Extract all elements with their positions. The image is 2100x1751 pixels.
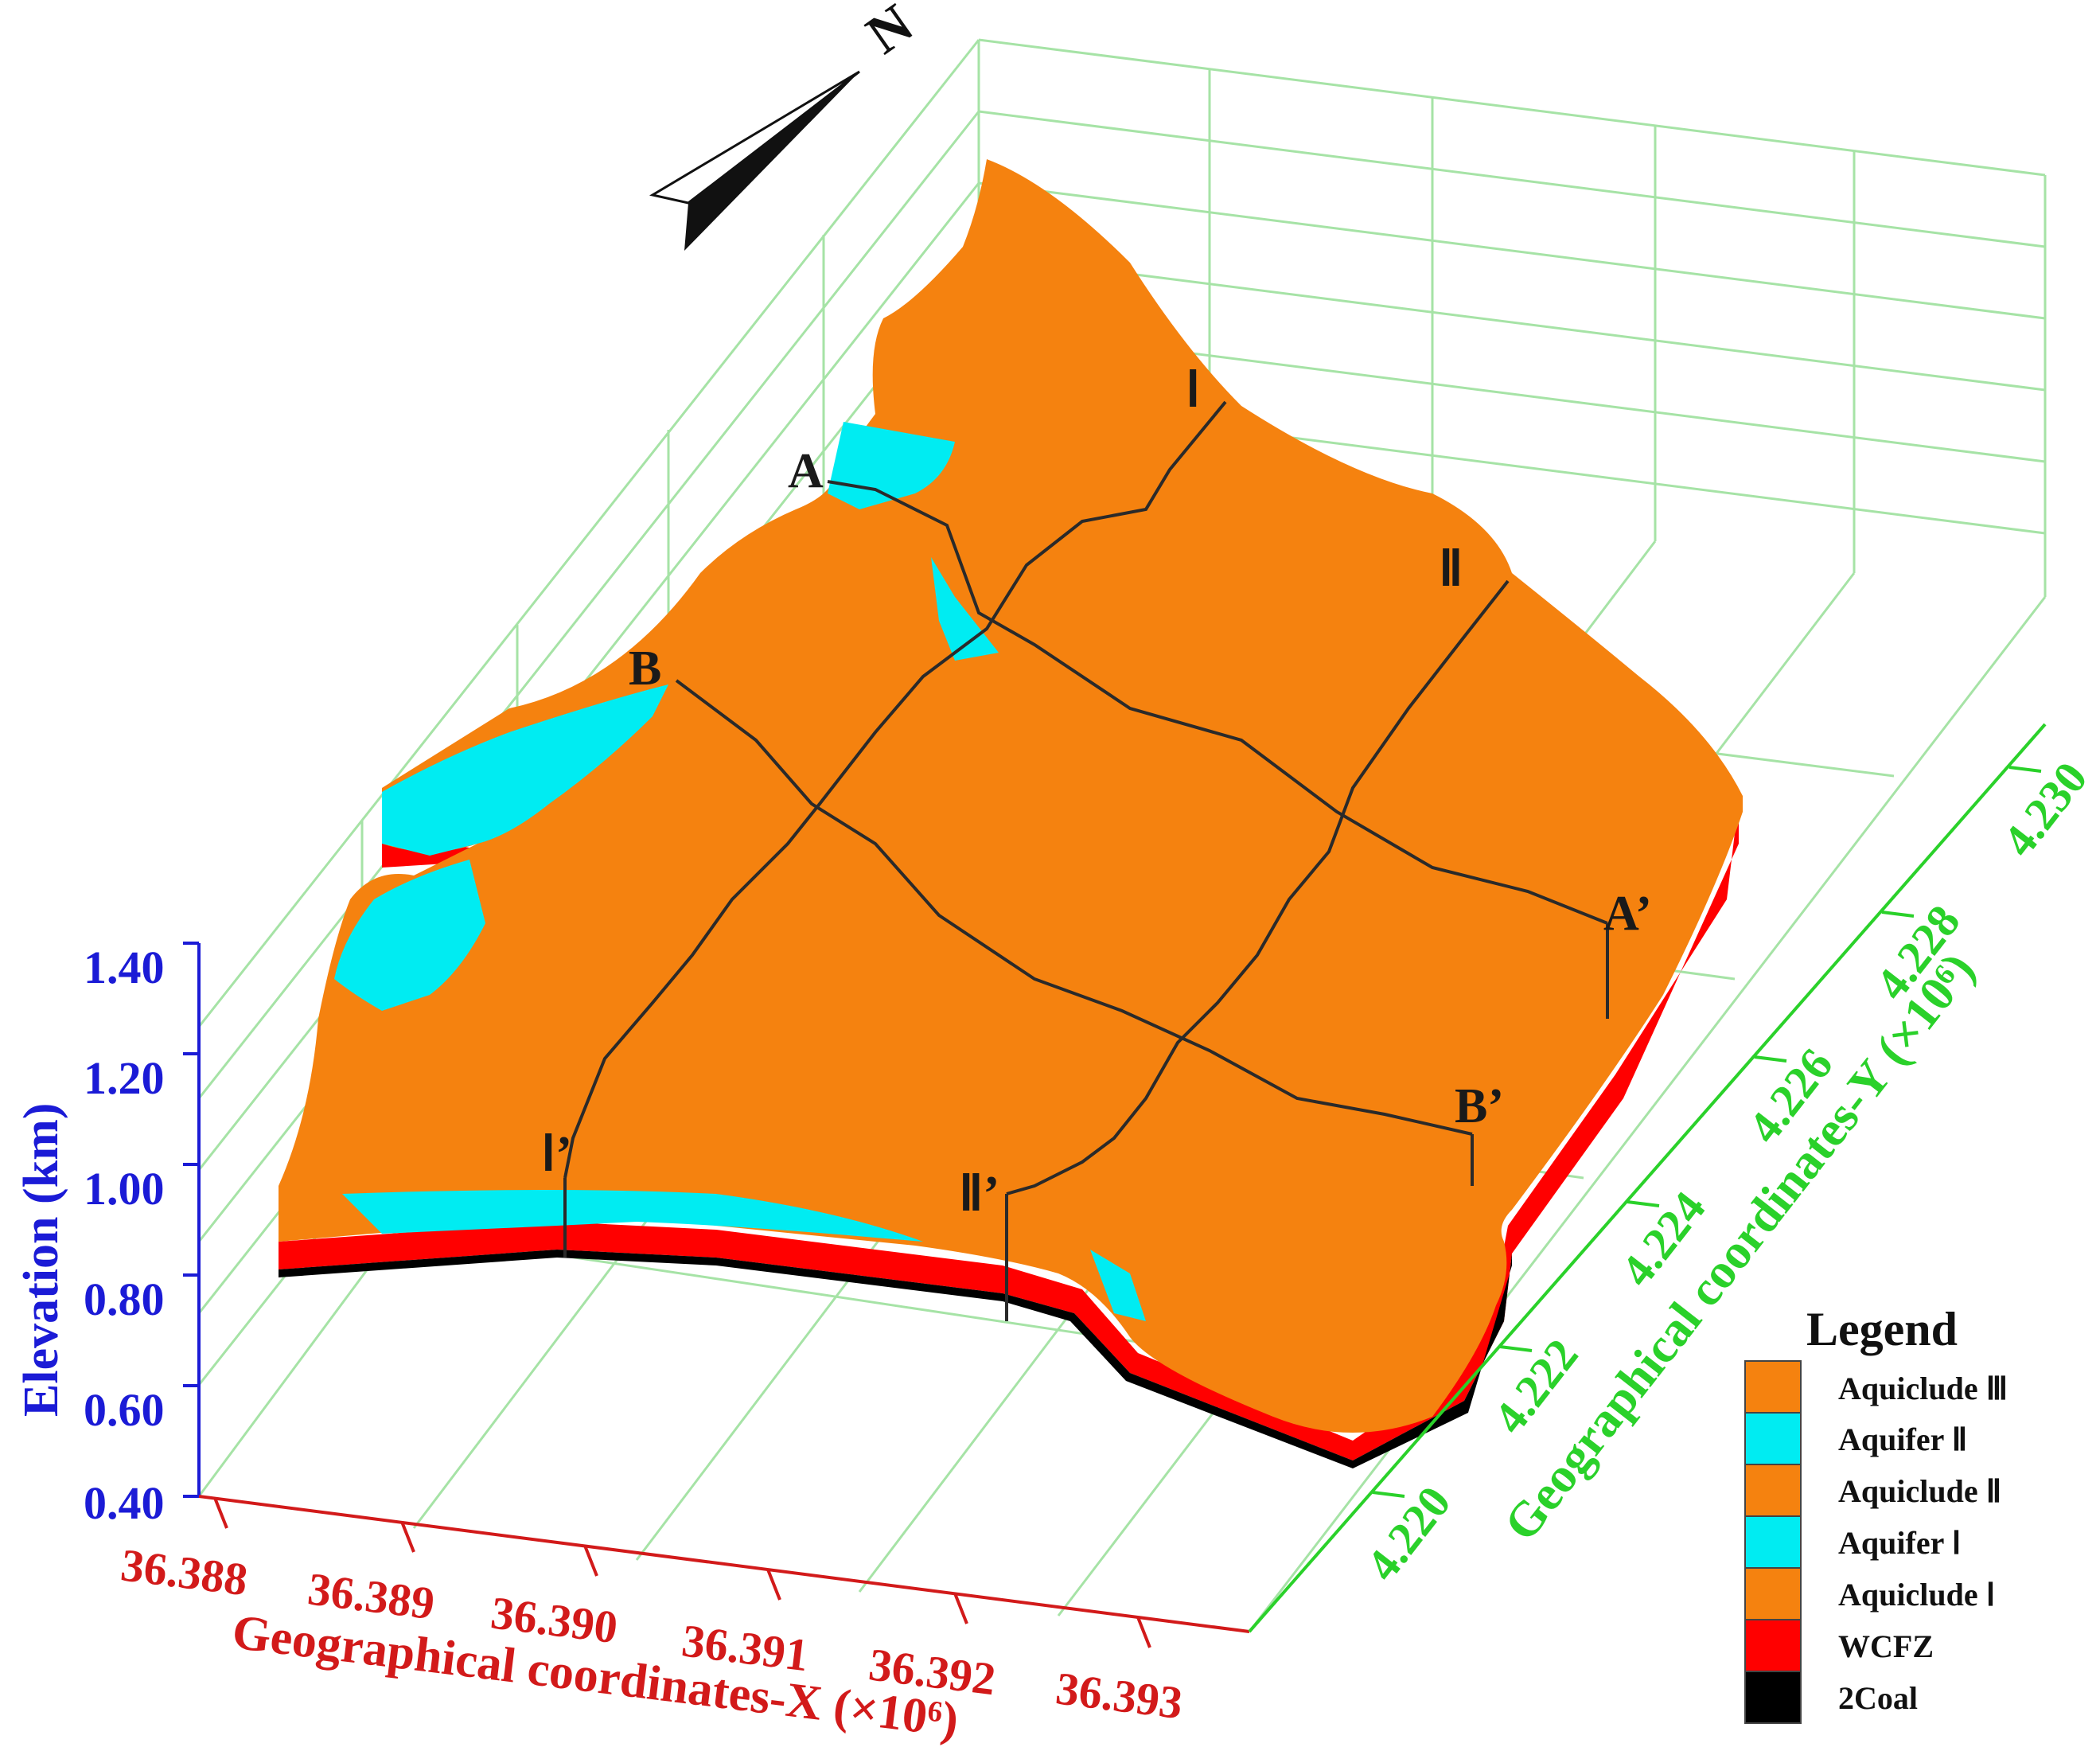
aquifer-patch-left-lower [334, 860, 485, 1011]
section-line-a [827, 480, 1608, 925]
section-label-a: A [788, 444, 824, 498]
x-axis: 36.388 36.389 36.390 36.391 36.392 36.39… [118, 1495, 1250, 1748]
aquifer-patch-bottom-right [1090, 1250, 1146, 1321]
section-line-ii [1006, 579, 1510, 1195]
aquifer-patch-bottom [342, 1190, 923, 1242]
legend-label-wcfz: WCFZ [1838, 1628, 1934, 1664]
elevation-axis: 1.40 1.20 1.00 0.80 0.60 0.40 Elevation … [14, 942, 201, 1529]
legend: Legend Aquiclude Ⅲ Aquifer Ⅱ Aquiclude Ⅱ… [1744, 1303, 2008, 1724]
section-label-ii: Ⅱ [1439, 542, 1463, 596]
legend-label-aquiclude-ii: Aquiclude Ⅱ [1838, 1473, 2001, 1509]
legend-swatch-aquiclude-iii [1744, 1360, 1802, 1414]
x-tick-1: 36.388 [118, 1538, 250, 1605]
elevation-tick-5: 0.60 [84, 1384, 165, 1436]
legend-swatch-wcfz [1744, 1619, 1802, 1672]
north-arrow-white-half [649, 70, 860, 205]
elevation-tick-3: 1.00 [84, 1163, 165, 1215]
legend-label-2coal: 2Coal [1838, 1680, 1918, 1716]
section-label-b: B [629, 642, 661, 696]
legend-swatch-aquifer-ii [1744, 1412, 1802, 1465]
elevation-axis-title: Elevation (km) [14, 1103, 68, 1417]
elevation-tick-6: 0.40 [84, 1477, 165, 1529]
north-arrow-black-half [684, 72, 859, 251]
legend-label-aquiclude-iii: Aquiclude Ⅲ [1838, 1371, 2008, 1406]
legend-swatch-aquiclude-ii [1744, 1464, 1802, 1517]
coal-layer [279, 1250, 1512, 1468]
legend-label-aquifer-ii: Aquifer Ⅱ [1838, 1421, 1967, 1457]
section-line-i [563, 400, 1227, 1179]
elevation-tick-1: 1.40 [84, 942, 165, 993]
elevation-tick-2: 1.20 [84, 1052, 165, 1104]
legend-swatch-aquifer-i [1744, 1515, 1802, 1569]
aquifer-patch-center [931, 557, 999, 661]
section-line-b [675, 679, 1473, 1136]
aquifer-patch-left-upper [382, 684, 668, 856]
legend-swatch-aquiclude-i [1744, 1567, 1802, 1620]
legend-label-aquifer-i: Aquifer Ⅰ [1838, 1525, 1961, 1561]
section-label-a-end: A’ [1603, 887, 1652, 941]
x-tick-6: 36.393 [1053, 1662, 1185, 1729]
north-arrow: N [649, 0, 925, 251]
section-lines [563, 400, 1609, 1321]
section-label-b-end: B’ [1455, 1079, 1504, 1133]
section-label-ii-end: Ⅱ’ [959, 1167, 999, 1221]
y-tick-6: 4.230 [1993, 752, 2098, 866]
legend-title: Legend [1806, 1303, 1958, 1355]
north-label: N [856, 0, 925, 66]
section-label-i-end: Ⅰ’ [541, 1127, 572, 1181]
legend-swatch-2coal [1744, 1671, 1802, 1724]
legend-label-aquiclude-i: Aquiclude Ⅰ [1838, 1577, 1995, 1613]
section-label-i: Ⅰ [1186, 363, 1200, 417]
elevation-tick-4: 0.80 [84, 1273, 165, 1325]
geological-surface [279, 159, 1743, 1468]
